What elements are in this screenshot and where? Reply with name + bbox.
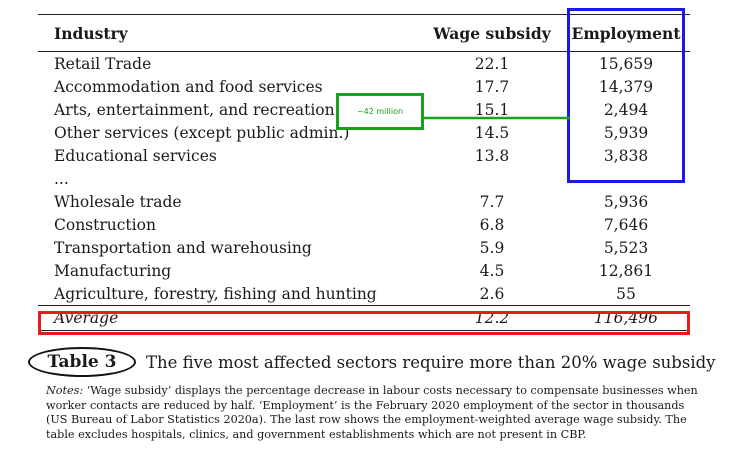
table-body: Retail Trade 22.1 15,659 Accommodation and … — [38, 52, 690, 331]
employment-cell: 3,838 — [603, 146, 649, 165]
employment-highlight-box — [567, 8, 685, 183]
employment-cell: 2,494 — [603, 100, 649, 119]
wage-subsidy-cell: 17.7 — [474, 77, 510, 96]
wage-subsidy-cell: 4.5 — [479, 261, 505, 280]
header-industry: Industry — [38, 14, 422, 52]
industry-cell: Transportation and warehousing — [54, 238, 312, 257]
wage-subsidy-cell: 22.1 — [474, 54, 510, 73]
wage-subsidy-cell: 14.5 — [474, 123, 510, 142]
table-row: Wholesale trade 7.7 5,936 — [38, 190, 690, 213]
industry-cell: Agriculture, forestry, fishing and hunti… — [54, 284, 377, 303]
table-row: ... — [38, 167, 690, 190]
wage-subsidy-cell: 13.8 — [474, 146, 510, 165]
notes-text: ‘Wage subsidy’ displays the percentage d… — [46, 384, 698, 441]
header-wage-subsidy: Wage subsidy — [422, 14, 562, 52]
table-header-row: Industry Wage subsidy Employment — [38, 14, 690, 52]
wage-subsidy-cell: 5.9 — [479, 238, 505, 257]
industry-cell: Other services (except public admin.) — [54, 123, 350, 142]
industry-cell: Retail Trade — [54, 54, 152, 73]
annotation-label: ~42 million — [356, 107, 404, 116]
table-row: Arts, entertainment, and recreation 15.1 2… — [38, 98, 690, 121]
industry-cell: Wholesale trade — [54, 192, 182, 211]
wage-subsidy-cell: 15.1 — [474, 100, 510, 119]
header-employment: Employment — [562, 14, 690, 52]
table-row: Manufacturing 4.5 12,861 — [38, 259, 690, 282]
table-row: Retail Trade 22.1 15,659 — [38, 52, 690, 76]
table-row: Accommodation and food services 17.7 14,37… — [38, 75, 690, 98]
employment-cell: 5,523 — [603, 238, 649, 257]
employment-cell: 5,936 — [603, 192, 649, 211]
employment-cell: 55 — [616, 284, 636, 303]
average-highlight-box — [38, 311, 690, 335]
industry-cell: ... — [54, 169, 69, 188]
caption-label: Table 3 — [28, 347, 136, 377]
wage-subsidy-cell: 6.8 — [479, 215, 505, 234]
average-row: Average 12.2 116,496 — [38, 305, 690, 331]
caption-text: The five most affected sectors require m… — [146, 352, 716, 372]
employment-cell: 5,939 — [603, 123, 649, 142]
industry-cell: Construction — [54, 215, 156, 234]
employment-cell: 7,646 — [603, 215, 649, 234]
table-notes: Notes: ‘Wage subsidy’ displays the perce… — [46, 384, 706, 442]
notes-label: Notes: — [46, 384, 84, 397]
table-row: Agriculture, forestry, fishing and hunti… — [38, 282, 690, 306]
industry-table: Industry Wage subsidy Employment Retail … — [38, 14, 690, 331]
industry-cell: Manufacturing — [54, 261, 172, 280]
table-row: Transportation and warehousing 5.9 5,523 — [38, 236, 690, 259]
table-row: Educational services 13.8 3,838 — [38, 144, 690, 167]
industry-cell: Accommodation and food services — [54, 77, 323, 96]
average-label: Average — [38, 305, 422, 331]
wage-subsidy-cell: 2.6 — [479, 284, 505, 303]
employment-cell: 12,861 — [598, 261, 654, 280]
wage-subsidy-cell — [422, 167, 562, 190]
employment-cell: 15,659 — [598, 54, 654, 73]
table-row: Construction 6.8 7,646 — [38, 213, 690, 236]
wage-subsidy-cell: 7.7 — [479, 192, 505, 211]
employment-cell: 14,379 — [598, 77, 654, 96]
annotation-box: ~42 million — [336, 93, 424, 130]
data-table: Industry Wage subsidy Employment Retail … — [38, 14, 690, 331]
table-row: Other services (except public admin.) 14.… — [38, 121, 690, 144]
industry-cell: Educational services — [54, 146, 217, 165]
table-caption: Table 3 The five most affected sectors r… — [28, 346, 718, 378]
industry-cell: Arts, entertainment, and recreation — [54, 100, 335, 119]
